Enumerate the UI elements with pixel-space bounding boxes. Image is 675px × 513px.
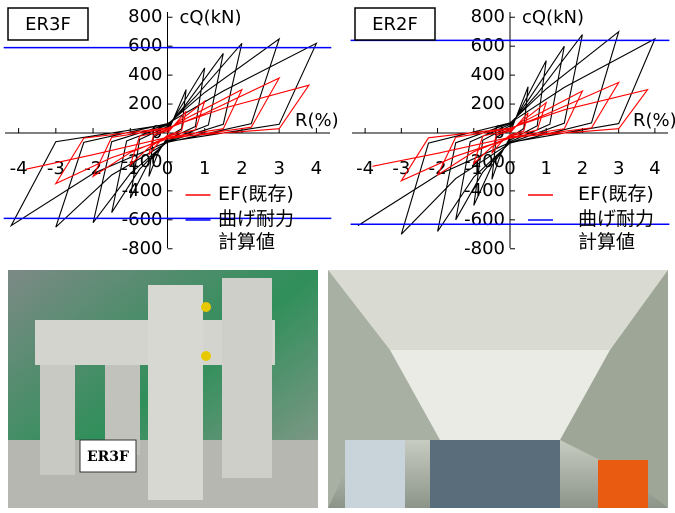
x-tick-label: 3 (613, 158, 624, 179)
chart: ER3F -800-600-400-2000200400600800-4-3-2… (0, 0, 675, 513)
y-tick-label: 200 (128, 93, 162, 114)
photo-ceiling (328, 270, 668, 508)
x-tick-label: -3 (392, 158, 410, 179)
y-tick-label: 400 (471, 64, 505, 85)
legend-label: 曲げ耐力計算値 (218, 208, 298, 254)
photo-specimen: ER3F (8, 270, 318, 508)
legend-label: EF(既存) (218, 183, 298, 206)
y-tick-label: 400 (128, 64, 162, 85)
x-tick-label: 4 (649, 158, 660, 179)
photo-sign: ER3F (87, 449, 129, 465)
y-tick-label: 600 (128, 35, 162, 56)
x-axis-label: R(%) (633, 110, 675, 131)
y-tick-label: -600 (464, 209, 505, 230)
y-tick-label: 800 (128, 6, 162, 27)
x-axis-label: R(%) (295, 110, 339, 131)
y-axis-label: cQ(kN) (522, 7, 584, 28)
figure: ER3F -800-600-400-2000200400600800-4-3-2… (0, 0, 675, 513)
x-tick-label: 2 (577, 158, 588, 179)
y-tick-label: 200 (471, 93, 505, 114)
x-tick-label: 0 (162, 158, 173, 179)
legend-label: 曲げ耐力計算値 (578, 208, 658, 254)
x-tick-label: 3 (273, 158, 284, 179)
y-tick-label: -800 (122, 238, 163, 259)
x-tick-label: 0 (504, 158, 515, 179)
y-tick-label: -800 (464, 238, 505, 259)
y-tick-label: -400 (122, 180, 163, 201)
legend-label: EF(既存) (578, 183, 658, 206)
x-tick-label: -4 (356, 158, 374, 179)
x-tick-label: 1 (199, 158, 210, 179)
y-axis-label: cQ(kN) (180, 7, 242, 28)
y-tick-label: 800 (471, 6, 505, 27)
x-tick-label: 2 (236, 158, 247, 179)
x-tick-label: 4 (311, 158, 322, 179)
x-tick-label: -4 (10, 158, 28, 179)
y-tick-label: -600 (122, 209, 163, 230)
chart-title: ER2F (372, 14, 418, 35)
x-tick-label: 1 (540, 158, 551, 179)
chart-title: ER3F (25, 14, 71, 35)
y-tick-label: 600 (471, 35, 505, 56)
